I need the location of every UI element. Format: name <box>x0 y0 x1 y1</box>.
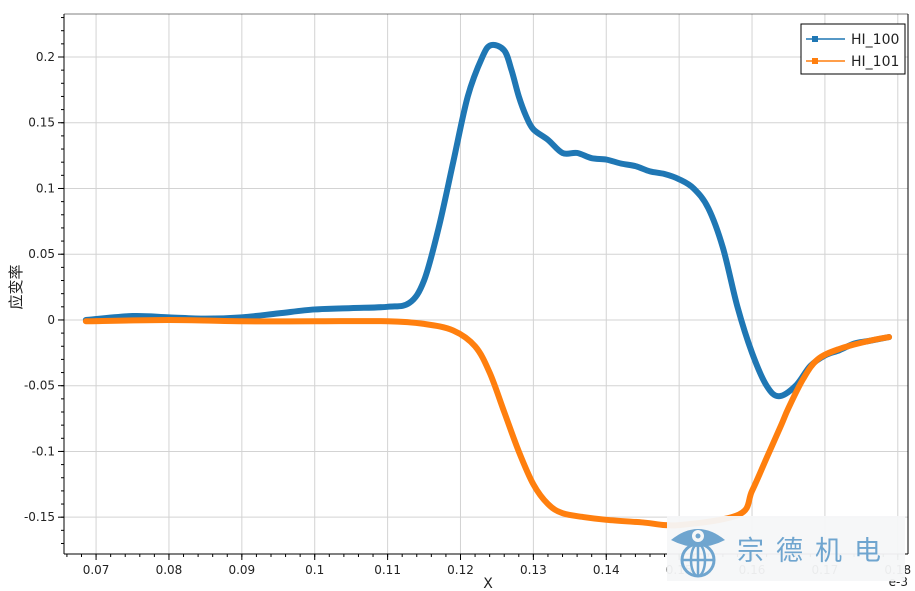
y-tick-label: -0.1 <box>32 444 55 458</box>
legend-marker <box>812 58 818 64</box>
y-tick-label: -0.15 <box>24 510 55 524</box>
x-tick-label: 0.11 <box>374 563 401 577</box>
y-axis-label: 应变率 <box>7 264 25 309</box>
x-tick-label: 0.13 <box>520 563 547 577</box>
x-tick-label: 0.07 <box>83 563 110 577</box>
x-tick-label: 0.12 <box>447 563 474 577</box>
series-line-hi_100 <box>82 41 893 400</box>
x-tick-label: 0.14 <box>593 563 620 577</box>
x-tick-label: 0.1 <box>305 563 324 577</box>
eye-globe-icon <box>671 528 725 577</box>
watermark-logo: 宗德机电 <box>667 516 905 581</box>
series-line-hi_101 <box>82 316 893 529</box>
y-tick-label: -0.05 <box>24 379 55 393</box>
legend-marker <box>812 36 818 42</box>
legend: HI_100 HI_101 <box>800 23 906 75</box>
legend-label: HI_100 <box>851 32 899 48</box>
legend-box <box>800 23 906 75</box>
x-tick-label: 0.08 <box>156 563 183 577</box>
y-tick-label: 0.15 <box>28 116 55 130</box>
x-axis-label: X <box>483 576 493 591</box>
y-tick-label: 0.05 <box>28 247 55 261</box>
watermark-text: 宗德机电 <box>737 536 893 567</box>
y-tick-label: 0.1 <box>36 181 55 195</box>
x-tick-label: 0.09 <box>228 563 255 577</box>
grid <box>64 14 908 554</box>
legend-label: HI_101 <box>851 54 899 70</box>
y-tick-label: 0 <box>47 313 55 327</box>
series-layer <box>82 41 893 529</box>
y-tick-label: 0.2 <box>36 50 55 64</box>
